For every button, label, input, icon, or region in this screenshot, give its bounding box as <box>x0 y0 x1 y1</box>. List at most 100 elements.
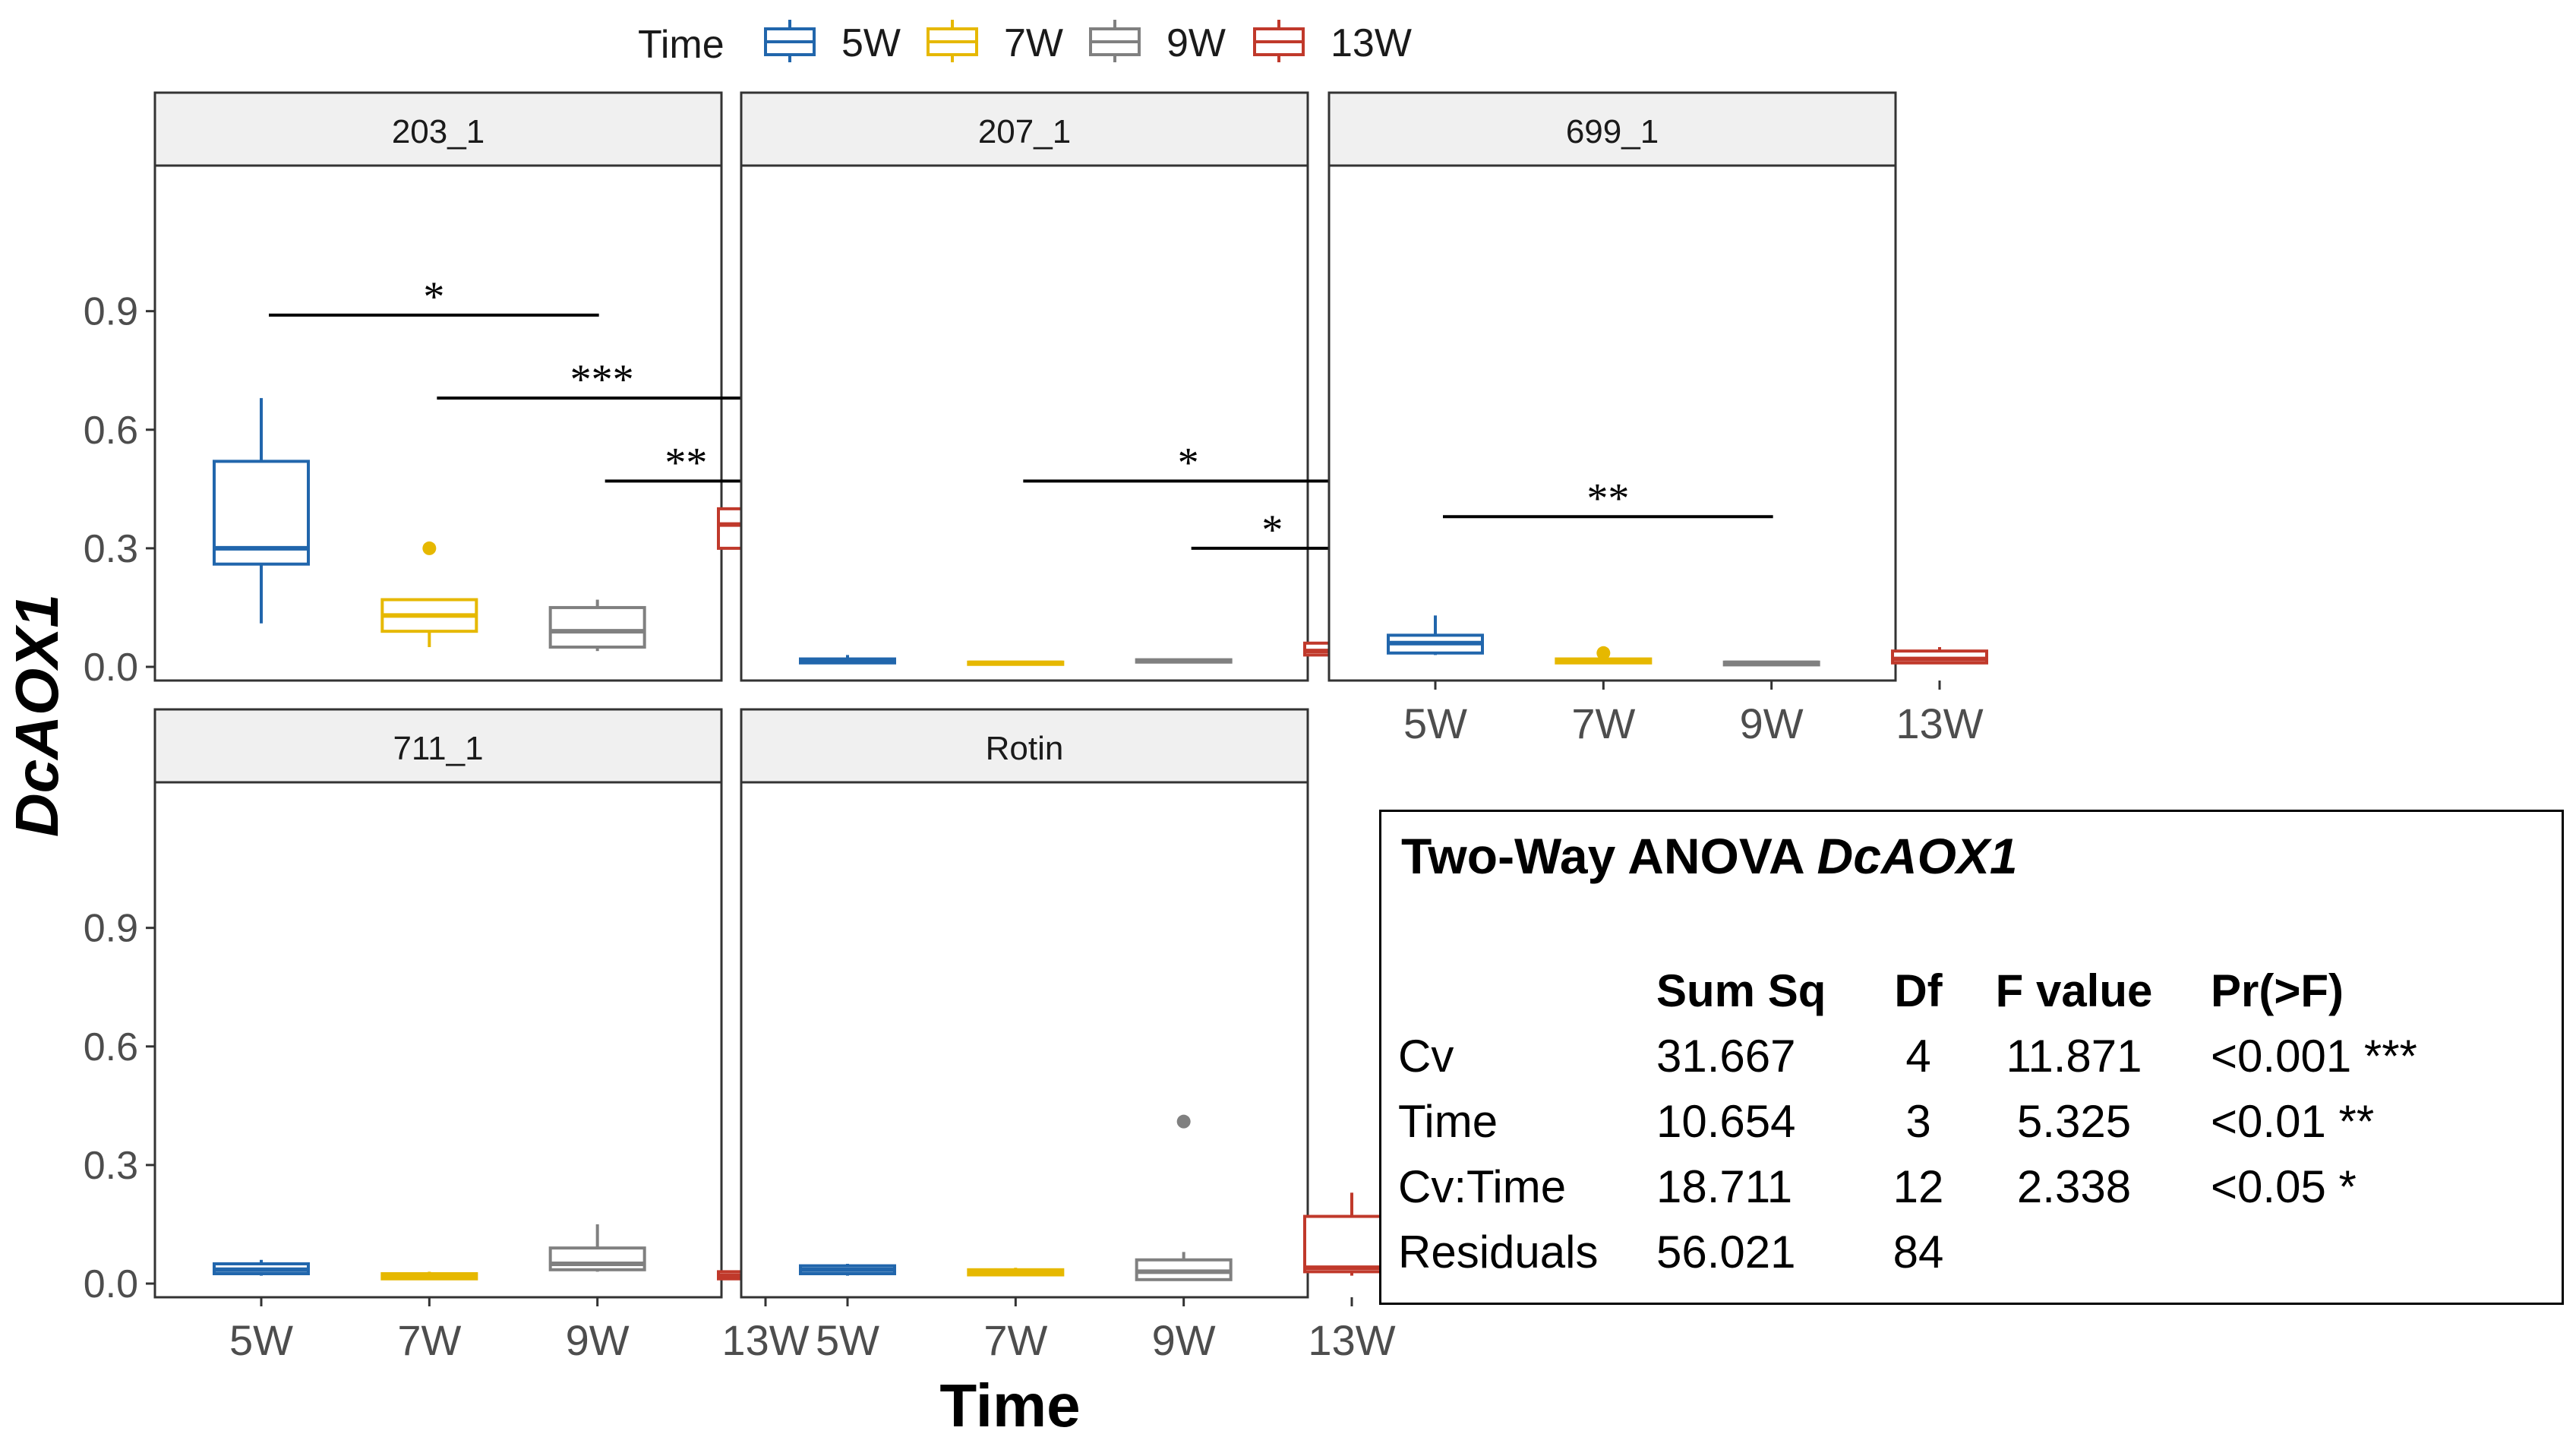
y-tick-label: 0.9 <box>84 907 138 951</box>
box-5W <box>1387 615 1484 655</box>
x-tick-label: 9W <box>1740 700 1804 747</box>
box-7W <box>967 660 1065 666</box>
anova-row: Residuals 56.021 84 <box>1398 1219 2514 1284</box>
plot-frame <box>153 781 723 1299</box>
panel-Rotin: Rotin 5W 7W 9W 13W <box>740 708 1400 1364</box>
box-7W <box>380 541 478 647</box>
box-5W <box>213 1259 310 1276</box>
plot-frame <box>153 164 723 682</box>
x-tick-label: 13W <box>721 1316 809 1364</box>
legend-key-13W <box>1253 20 1305 62</box>
box <box>548 1246 646 1271</box>
x-tick-label: 7W <box>983 1316 1047 1364</box>
strip-label: 711_1 <box>393 730 483 767</box>
box-9W <box>548 1224 646 1272</box>
strip-label: 203_1 <box>392 113 485 150</box>
y-tick-label: 0.9 <box>84 290 138 334</box>
x-tick-label: 7W <box>397 1316 461 1364</box>
box-13W <box>1891 646 1988 665</box>
strip-label: 207_1 <box>978 113 1071 150</box>
anova-cell: Time <box>1398 1095 1498 1147</box>
strip <box>740 708 1309 784</box>
legend-title: Time <box>638 23 724 67</box>
x-axis-title: Time <box>939 1372 1080 1437</box>
significance-label: * <box>423 273 444 321</box>
box-7W <box>1555 646 1653 665</box>
anova-title: Two-Way ANOVA DcAOX1 <box>1401 827 2018 885</box>
anova-header-cell: Pr(>F) <box>2211 965 2344 1016</box>
outlier-point <box>1596 646 1611 660</box>
outlier-point <box>422 541 437 555</box>
panel-711_1: 711_1 0.0 0.3 0.6 0.9 5W 7W 9W 13W <box>84 708 814 1364</box>
anova-cell: 12 <box>1893 1161 1944 1212</box>
box-5W <box>799 1263 896 1276</box>
anova-header-cell: F value <box>1995 965 2153 1016</box>
anova-cell: 3 <box>1905 1095 1931 1147</box>
strip-label: 699_1 <box>1566 113 1659 150</box>
significance-label: ** <box>1586 475 1629 522</box>
significance-label: ** <box>665 439 707 486</box>
anova-title-prefix: Two-Way ANOVA <box>1401 828 1817 884</box>
anova-cell: 4 <box>1905 1030 1931 1082</box>
anova-header-cell <box>1398 958 1656 1023</box>
anova-header-cell: Df <box>1894 965 1943 1016</box>
y-tick-label: 0.0 <box>84 1262 138 1306</box>
anova-cell: 84 <box>1893 1226 1944 1278</box>
anova-cell: 31.667 <box>1656 1030 1796 1082</box>
anova-cell: Cv <box>1398 1030 1454 1082</box>
panel-203_1: 203_10.00.30.60.9 ****** <box>84 91 814 690</box>
legend-label: 5W <box>841 21 901 65</box>
box-7W <box>380 1271 478 1281</box>
plot-frame <box>1327 164 1897 682</box>
outlier-point <box>1176 1114 1191 1129</box>
anova-cell <box>2180 1219 2514 1284</box>
panel-207_1: 207_1 * * <box>740 91 1400 682</box>
strip-label: Rotin <box>986 730 1064 767</box>
x-tick-label: 9W <box>1152 1316 1216 1364</box>
box-5W <box>213 398 310 624</box>
box-9W <box>548 599 646 652</box>
legend-key-5W <box>764 20 816 62</box>
plot-frame <box>740 164 1309 682</box>
x-tick-label: 9W <box>566 1316 630 1364</box>
axis-titles: Time DcAOX1 <box>3 594 1081 1437</box>
anova-cell: 5.325 <box>2016 1095 2132 1147</box>
y-tick-label: 0.3 <box>84 527 138 571</box>
anova-cell <box>1968 1219 2180 1284</box>
legend-label: 7W <box>1004 21 1063 65</box>
anova-cell: 10.654 <box>1656 1095 1796 1147</box>
anova-cell: Cv:Time <box>1398 1161 1567 1212</box>
significance-label: * <box>1178 439 1199 486</box>
panel-699_1: 699_1 5W 7W 9W 13W ** <box>1327 91 1988 747</box>
anova-cell: Residuals <box>1398 1226 1599 1278</box>
anova-cell: <0.05 * <box>2211 1161 2357 1212</box>
legend: Time 5W 7W 9W 13W <box>638 20 1412 67</box>
anova-cell: 56.021 <box>1656 1226 1796 1278</box>
anova-header-cell: Sum Sq <box>1656 965 1826 1016</box>
y-tick-label: 0.3 <box>84 1144 138 1188</box>
anova-cell: 11.871 <box>2006 1030 2142 1082</box>
anova-cell: <0.01 ** <box>2211 1095 2375 1147</box>
strip <box>1327 91 1897 167</box>
anova-cell: 18.711 <box>1656 1161 1793 1212</box>
y-tick-label: 0.6 <box>84 1025 138 1069</box>
box-7W <box>967 1268 1065 1277</box>
anova-row: Time 10.654 3 5.325 <0.01 ** <box>1398 1088 2514 1154</box>
strip <box>740 91 1309 167</box>
anova-table: Sum Sq Df F value Pr(>F) Cv 31.667 4 11.… <box>1398 958 2514 1284</box>
anova-row: Cv:Time 18.711 12 2.338 <0.05 * <box>1398 1154 2514 1219</box>
significance-label: * <box>1261 507 1283 554</box>
anova-cell: <0.001 *** <box>2211 1030 2417 1082</box>
x-tick-label: 13W <box>1308 1316 1395 1364</box>
y-axis-title: DcAOX1 <box>3 594 71 837</box>
plot-frame <box>740 781 1309 1299</box>
x-tick-label: 5W <box>1403 700 1467 747</box>
box-9W <box>1135 1114 1233 1281</box>
box <box>548 605 646 649</box>
x-tick-label: 13W <box>1896 700 1983 747</box>
x-tick-label: 5W <box>816 1316 879 1364</box>
x-tick-label: 7W <box>1571 700 1635 747</box>
anova-table-box: Two-Way ANOVA DcAOX1 Sum Sq Df F value P… <box>1379 810 2564 1305</box>
anova-row: Cv 31.667 4 11.871 <0.001 *** <box>1398 1023 2514 1088</box>
